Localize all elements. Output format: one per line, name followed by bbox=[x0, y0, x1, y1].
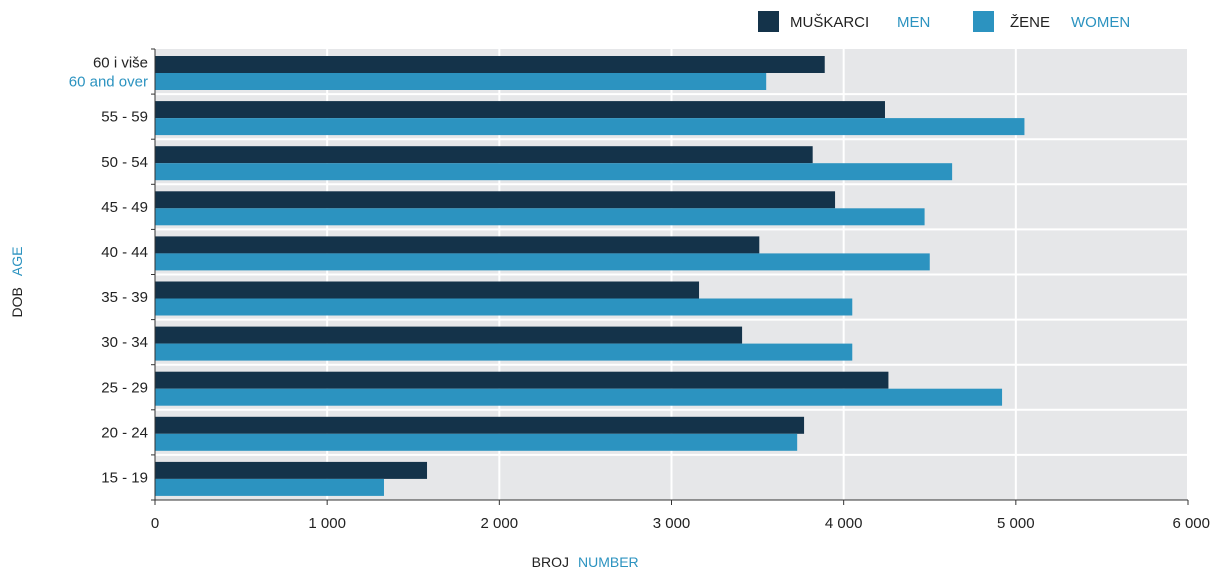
bar-women bbox=[155, 163, 953, 181]
bar-men bbox=[155, 326, 743, 344]
x-tick-label: 6 000 bbox=[1172, 515, 1210, 532]
category-label: 25 - 29 bbox=[101, 379, 148, 396]
bar-men bbox=[155, 281, 700, 299]
bar-women bbox=[155, 208, 925, 226]
category-label: 45 - 49 bbox=[101, 199, 148, 216]
x-axis-title-local: BROJ bbox=[532, 554, 569, 570]
bar-men bbox=[155, 101, 885, 119]
category-label: 50 - 54 bbox=[101, 154, 148, 171]
category-label: 15 - 19 bbox=[101, 469, 148, 486]
bar-women bbox=[155, 478, 384, 496]
bar-women bbox=[155, 253, 930, 271]
category-label: 35 - 39 bbox=[101, 289, 148, 306]
x-tick-label: 5 000 bbox=[997, 515, 1035, 532]
bar-men bbox=[155, 236, 760, 254]
category-labels: 15 - 19 20 - 24 25 - 29 30 - 34 35 - 39 40 - … bbox=[69, 55, 148, 487]
bar-women bbox=[155, 73, 767, 90]
bar-women bbox=[155, 433, 798, 451]
bar-women bbox=[155, 298, 853, 316]
bar-men bbox=[155, 191, 836, 209]
y-axis-title-en: AGE bbox=[9, 246, 25, 276]
y-axis-title-local: DOB bbox=[9, 287, 25, 317]
bar-men bbox=[155, 461, 428, 479]
bars bbox=[155, 56, 1025, 496]
bar-women bbox=[155, 388, 1003, 406]
x-axis-title: BROJ NUMBER bbox=[532, 554, 639, 570]
bar-men bbox=[155, 416, 805, 434]
legend-swatch-men bbox=[758, 11, 779, 32]
axes bbox=[151, 48, 1189, 505]
y-axis-title: DOB AGE bbox=[9, 246, 25, 317]
category-label: 30 - 34 bbox=[101, 334, 148, 351]
x-tick-label: 1 000 bbox=[308, 515, 346, 532]
legend-label-women-en: WOMEN bbox=[1071, 14, 1130, 31]
x-axis-title-en: NUMBER bbox=[578, 554, 639, 570]
category-label-en: 60 and over bbox=[69, 74, 148, 91]
x-tick-label: 0 bbox=[151, 515, 159, 532]
bar-women bbox=[155, 343, 853, 361]
legend-label-men-en: MEN bbox=[897, 14, 930, 31]
category-label: 60 i više bbox=[93, 55, 148, 72]
legend-label-women: ŽENE bbox=[1010, 14, 1050, 31]
x-tick-label: 2 000 bbox=[481, 515, 519, 532]
bar-women bbox=[155, 118, 1025, 136]
bar-men bbox=[155, 371, 889, 389]
legend-label-men: MUŠKARCI bbox=[790, 14, 869, 31]
x-tick-label: 3 000 bbox=[653, 515, 691, 532]
x-tick-label: 4 000 bbox=[825, 515, 863, 532]
x-tick-labels: 0 1 000 2 000 3 000 4 000 5 000 6 000 bbox=[151, 515, 1210, 532]
category-label: 40 - 44 bbox=[101, 244, 148, 261]
category-label: 55 - 59 bbox=[101, 109, 148, 126]
category-label: 20 - 24 bbox=[101, 424, 148, 441]
legend-swatch-women bbox=[973, 11, 994, 32]
legend: MUŠKARCI MEN ŽENE WOMEN bbox=[758, 11, 1130, 32]
bar-men bbox=[155, 146, 813, 164]
bar-men bbox=[155, 56, 825, 73]
